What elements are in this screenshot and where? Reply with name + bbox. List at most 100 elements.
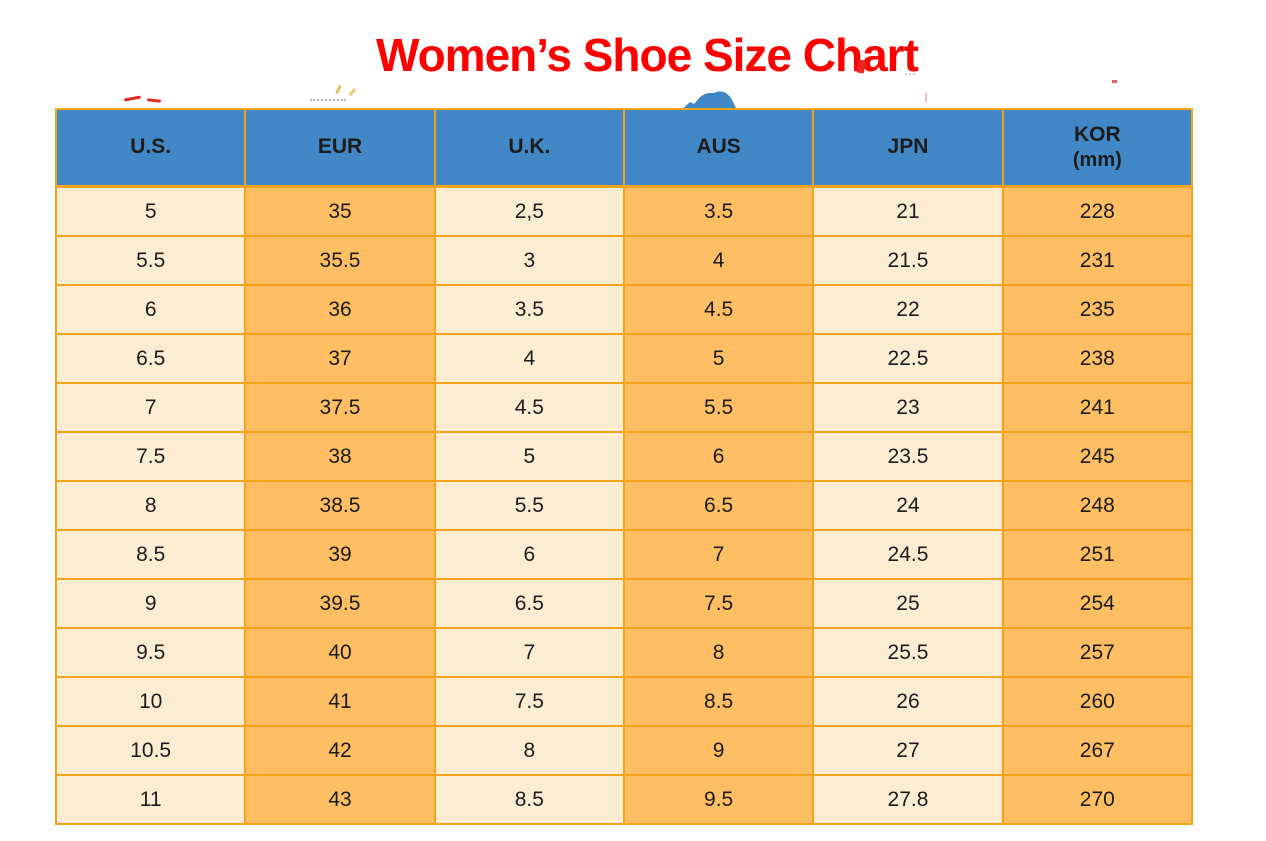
size-cell: 40	[244, 627, 436, 678]
artifact-mark	[335, 84, 342, 95]
size-cell: 7.5	[622, 578, 815, 629]
size-cell: 36	[244, 284, 436, 335]
size-cell: 5	[622, 333, 815, 384]
size-cell: 5	[433, 431, 625, 482]
size-cell: 6.5	[54, 333, 247, 384]
table-row: 9.5 40 7 8 25.5 257	[54, 627, 1194, 678]
smudge-blob-icon	[681, 91, 737, 110]
size-cell: 24	[812, 480, 1004, 531]
size-cell: 4	[622, 235, 815, 286]
size-cell: 9.5	[622, 774, 815, 825]
column-header-sublabel: (mm)	[1072, 149, 1122, 172]
size-cell: 42	[244, 725, 436, 776]
size-cell: 254	[1001, 578, 1194, 629]
table-row: 6 36 3.5 4.5 22 235	[54, 284, 1194, 335]
size-cell: 7.5	[54, 431, 247, 482]
size-cell: 270	[1001, 774, 1194, 825]
table-row: 9 39.5 6.5 7.5 25 254	[54, 578, 1194, 629]
size-cell: 5.5	[433, 480, 625, 531]
size-cell: 6.5	[622, 480, 815, 531]
column-header-label: U.S.	[130, 135, 172, 159]
size-cell: 26	[812, 676, 1004, 727]
size-cell: 39.5	[244, 578, 436, 629]
size-cell: 248	[1001, 480, 1194, 531]
artifact-mark	[123, 95, 142, 102]
size-cell: 4.5	[433, 382, 625, 433]
column-header-kor: KOR (mm)	[1001, 108, 1194, 188]
size-cell: 27	[812, 725, 1004, 776]
column-header-label: EUR	[317, 135, 363, 159]
size-cell: 3.5	[433, 284, 625, 335]
column-header-label: JPN	[887, 135, 929, 159]
size-cell: 23.5	[812, 431, 1004, 482]
artifact-mark	[348, 87, 357, 97]
size-cell: 25.5	[812, 627, 1004, 678]
table-row: 10 41 7.5 8.5 26 260	[54, 676, 1194, 727]
size-cell: 4	[433, 333, 625, 384]
size-cell: 260	[1001, 676, 1194, 727]
size-cell: 39	[244, 529, 436, 580]
size-cell: 8.5	[433, 774, 625, 825]
table-row: 5 35 2,5 3.5 21 228	[54, 185, 1194, 237]
size-cell: 9	[622, 725, 815, 776]
size-cell: 27.8	[812, 774, 1004, 825]
column-header-uk: U.K.	[433, 108, 625, 188]
table-row: 11 43 8.5 9.5 27.8 270	[54, 774, 1194, 825]
size-cell: 7.5	[433, 676, 625, 727]
size-cell: 6	[433, 529, 625, 580]
size-cell: 9.5	[54, 627, 247, 678]
size-cell: 25	[812, 578, 1004, 629]
size-cell: 35.5	[244, 235, 436, 286]
artifact-mark	[310, 99, 346, 101]
size-cell: 8	[54, 480, 247, 531]
size-cell: 7	[622, 529, 815, 580]
column-header-label: AUS	[696, 135, 741, 159]
size-cell: 3	[433, 235, 625, 286]
column-header-label: KOR	[1073, 122, 1121, 146]
table-row: 8.5 39 6 7 24.5 251	[54, 529, 1194, 580]
table-header: U.S. EUR U.K. AUS JPN KOR (mm)	[54, 108, 1194, 188]
size-cell: 7	[433, 627, 625, 678]
size-cell: 10	[54, 676, 247, 727]
size-cell: 43	[244, 774, 436, 825]
size-cell: 10.5	[54, 725, 247, 776]
column-header-eur: EUR	[244, 108, 436, 188]
size-cell: 38	[244, 431, 436, 482]
artifact-mark	[925, 93, 927, 102]
size-cell: 21	[812, 185, 1004, 237]
table-row: 7.5 38 5 6 23.5 245	[54, 431, 1194, 482]
table-row: 6.5 37 4 5 22.5 238	[54, 333, 1194, 384]
column-header-jpn: JPN	[812, 108, 1004, 188]
size-cell: 24.5	[812, 529, 1004, 580]
column-header-aus: AUS	[622, 108, 815, 188]
table-row: 10.5 42 8 9 27 267	[54, 725, 1194, 776]
size-cell: 37	[244, 333, 436, 384]
size-cell: 238	[1001, 333, 1194, 384]
column-header-us: U.S.	[54, 108, 247, 188]
size-cell: 267	[1001, 725, 1194, 776]
size-cell: 21.5	[812, 235, 1004, 286]
size-cell: 6	[54, 284, 247, 335]
size-cell: 6.5	[433, 578, 625, 629]
size-cell: 6	[622, 431, 815, 482]
table-row: 5.5 35.5 3 4 21.5 231	[54, 235, 1194, 286]
column-header-label: U.K.	[508, 135, 551, 159]
size-cell: 22.5	[812, 333, 1004, 384]
page-title: Women’s Shoe Size Chart	[376, 29, 919, 81]
size-cell: 38.5	[244, 480, 436, 531]
size-cell: 8	[433, 725, 625, 776]
size-cell: 7	[54, 382, 247, 433]
size-cell: 5	[54, 185, 247, 237]
size-cell: 5.5	[54, 235, 247, 286]
size-cell: 4.5	[622, 284, 815, 335]
size-cell: 3.5	[622, 185, 815, 237]
size-cell: 251	[1001, 529, 1194, 580]
size-cell: 22	[812, 284, 1004, 335]
size-cell: 228	[1001, 185, 1194, 237]
table-body: 5 35 2,5 3.5 21 228 5.5 35.5 3 4 21.5 231 6 36 3.5 4.5 2…	[54, 185, 1194, 825]
shoe-size-table: U.S. EUR U.K. AUS JPN KOR (mm) 5 35 2,5 3.5 21 228 5…	[54, 108, 1194, 825]
size-cell: 235	[1001, 284, 1194, 335]
size-cell: 41	[244, 676, 436, 727]
table-row: 8 38.5 5.5 6.5 24 248	[54, 480, 1194, 531]
